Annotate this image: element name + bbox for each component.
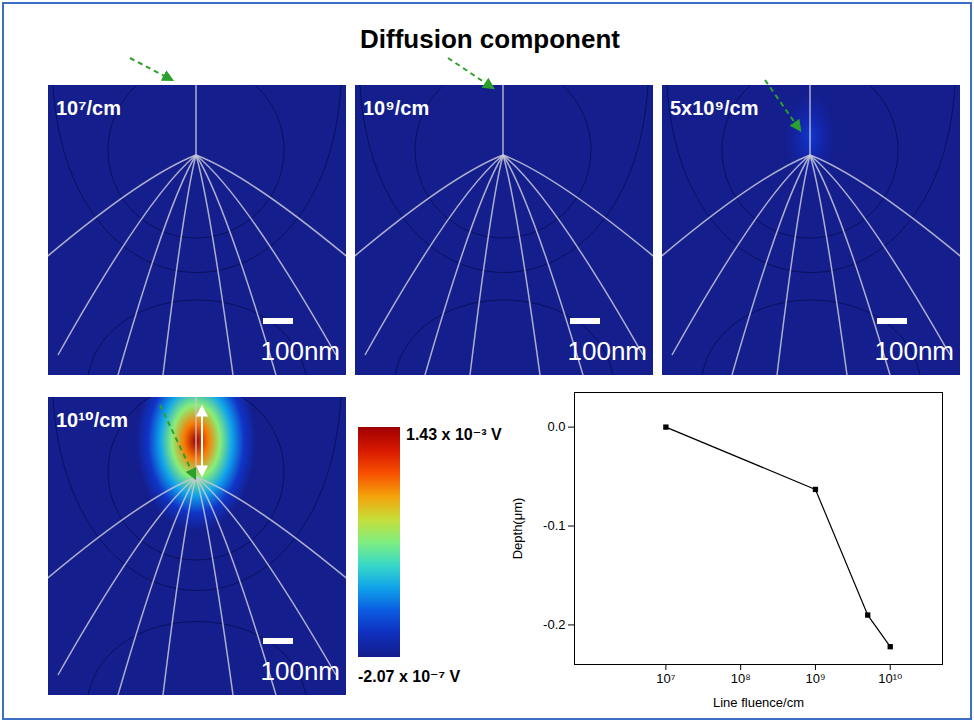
- svg-text:-0.2: -0.2: [543, 617, 565, 632]
- svg-text:10⁸: 10⁸: [731, 671, 751, 686]
- svg-text:10⁹/cm: 10⁹/cm: [363, 97, 429, 119]
- svg-text:5x10⁹/cm: 5x10⁹/cm: [670, 97, 758, 119]
- svg-text:100nm: 100nm: [568, 336, 648, 366]
- svg-text:10⁷/cm: 10⁷/cm: [56, 97, 121, 119]
- svg-text:100nm: 100nm: [261, 656, 341, 686]
- svg-text:10¹⁰/cm: 10¹⁰/cm: [56, 409, 128, 431]
- svg-text:10¹⁰: 10¹⁰: [878, 671, 902, 686]
- svg-text:1.43 x 10⁻³ V: 1.43 x 10⁻³ V: [406, 426, 502, 443]
- svg-text:Line fluence/cm: Line fluence/cm: [713, 695, 804, 710]
- svg-text:10⁹: 10⁹: [805, 671, 825, 686]
- svg-text:Depth(μm): Depth(μm): [510, 498, 525, 560]
- svg-text:-2.07 x 10⁻⁷ V: -2.07 x 10⁻⁷ V: [358, 668, 461, 685]
- svg-text:0.0: 0.0: [547, 419, 565, 434]
- svg-text:100nm: 100nm: [261, 336, 341, 366]
- svg-text:-0.1: -0.1: [543, 518, 565, 533]
- svg-text:Diffusion component: Diffusion component: [360, 24, 620, 54]
- svg-text:100nm: 100nm: [875, 336, 955, 366]
- svg-text:10⁷: 10⁷: [656, 671, 675, 686]
